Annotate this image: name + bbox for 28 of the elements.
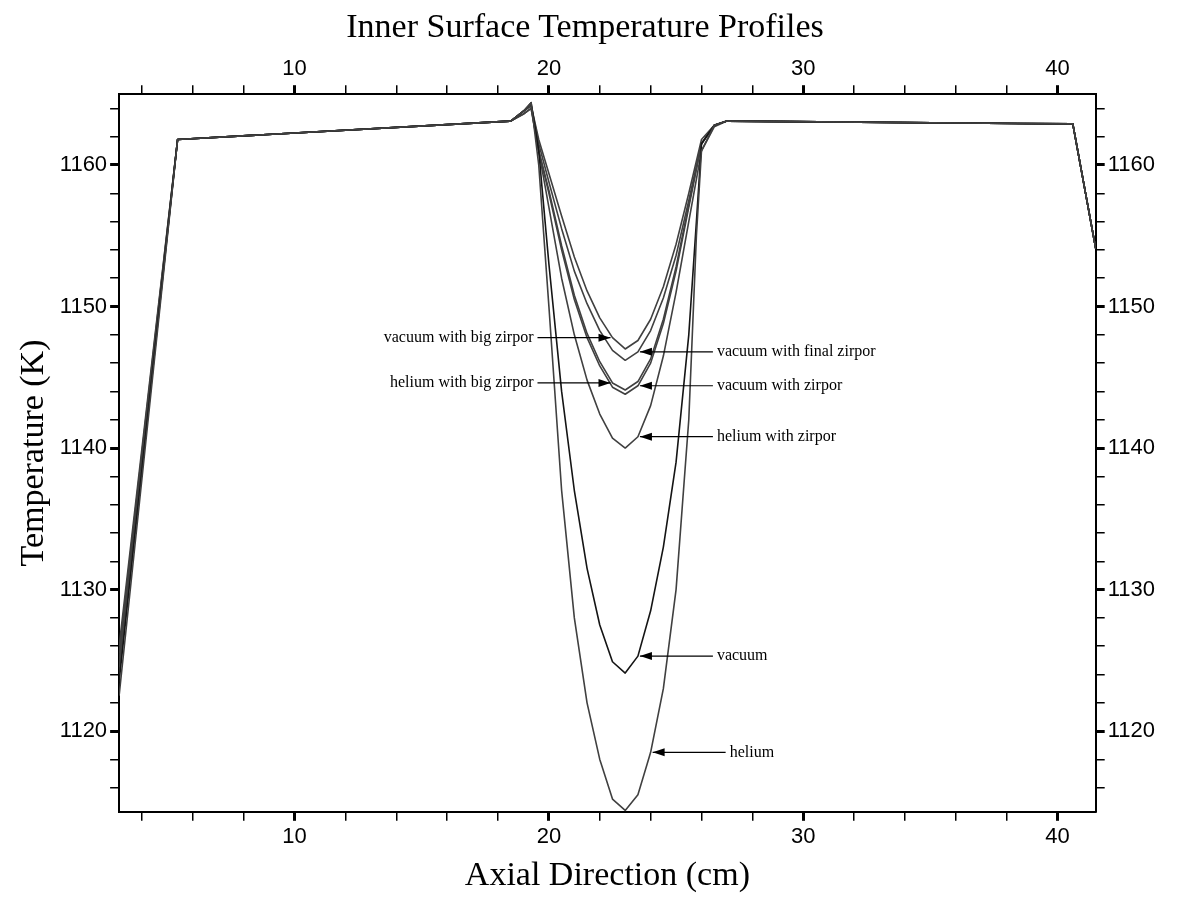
x-tick-label: 40 xyxy=(1045,823,1070,849)
annotation: vacuum with final zirpor xyxy=(716,342,877,360)
x2-tick-label: 30 xyxy=(790,55,816,81)
x-tick-label: 10 xyxy=(282,823,307,849)
x2-tick-label: 40 xyxy=(1045,55,1070,81)
y2-tick-label: 1150 xyxy=(1107,292,1155,318)
chart-title: Inner Surface Temperature Profiles xyxy=(346,7,824,45)
x-axis-title: Axial Direction (cm) xyxy=(464,854,750,893)
y-tick-label: 1150 xyxy=(59,292,108,318)
y2-tick-label: 1160 xyxy=(1107,151,1155,177)
annotation: helium with zirpor xyxy=(716,426,837,445)
y-tick-label: 1140 xyxy=(59,434,108,460)
y2-tick-label: 1130 xyxy=(1107,575,1155,601)
x-tick-label: 20 xyxy=(536,823,562,849)
x2-tick-label: 20 xyxy=(536,55,562,81)
annotation: helium with big zirpor xyxy=(389,373,535,392)
annotation: vacuum xyxy=(716,646,769,664)
y-axis-title: Temperature (K) xyxy=(13,339,52,567)
x-tick-label: 30 xyxy=(790,823,816,849)
annotation: helium xyxy=(729,742,775,760)
y-tick-label: 1120 xyxy=(59,717,108,743)
y2-tick-label: 1140 xyxy=(1107,434,1155,460)
annotation: vacuum with zirpor xyxy=(716,375,843,394)
x2-tick-label: 10 xyxy=(282,55,307,81)
y-tick-label: 1130 xyxy=(59,575,108,601)
y-tick-label: 1160 xyxy=(59,151,108,177)
y2-tick-label: 1120 xyxy=(1107,717,1155,743)
annotation: vacuum with big zirpor xyxy=(383,327,535,346)
